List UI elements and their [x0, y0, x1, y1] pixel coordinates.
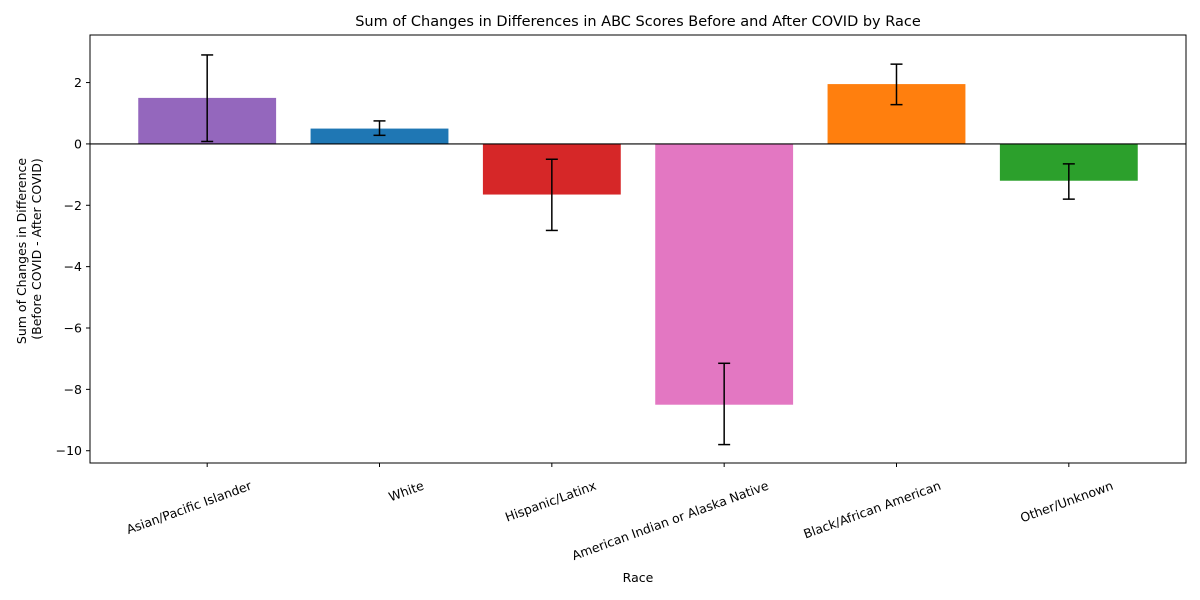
- y-tick-label: 2: [74, 75, 82, 90]
- y-axis-label-line-1: Sum of Changes in Difference: [14, 158, 29, 344]
- y-tick-label: −6: [64, 321, 82, 336]
- x-tick-label: Asian/Pacific Islander: [124, 477, 254, 537]
- error-bar: [1062, 163, 1075, 200]
- y-tick-label: −8: [64, 382, 82, 397]
- y-tick-label: −4: [64, 259, 82, 274]
- x-axis: Asian/Pacific Islander White Hispanic/Lati…: [124, 463, 1115, 563]
- y-tick-label: −2: [64, 198, 82, 213]
- y-tick-label: −10: [56, 443, 82, 458]
- x-tick-label: Hispanic/Latinx: [503, 478, 598, 525]
- error-bar: [545, 158, 558, 232]
- error-bar: [718, 362, 731, 446]
- bar: [310, 128, 449, 144]
- x-tick-label: White: [387, 478, 427, 505]
- plot-frame: [89, 34, 1187, 464]
- bars-layer: [138, 84, 1138, 405]
- errorbars-layer: [201, 54, 1075, 446]
- bar: [655, 143, 794, 405]
- error-bar: [890, 63, 903, 106]
- y-tick-label: 0: [74, 136, 82, 151]
- y-axis: 2 0 −2 −4 −6 −8 −10: [56, 75, 90, 458]
- x-axis-label: Race: [623, 570, 654, 585]
- error-bar: [201, 54, 214, 143]
- y-axis-label-line-2: (Before COVID - After COVID): [29, 158, 44, 339]
- x-tick-label: Other/Unknown: [1018, 478, 1115, 526]
- chart-title: Sum of Changes in Differences in ABC Sco…: [355, 14, 921, 30]
- x-tick-label: Black/African American: [801, 478, 942, 542]
- x-tick-label: American Indian or Alaska Native: [570, 478, 771, 563]
- y-axis-label: Sum of Changes in Difference (Before COV…: [14, 154, 44, 344]
- error-bar: [373, 120, 386, 137]
